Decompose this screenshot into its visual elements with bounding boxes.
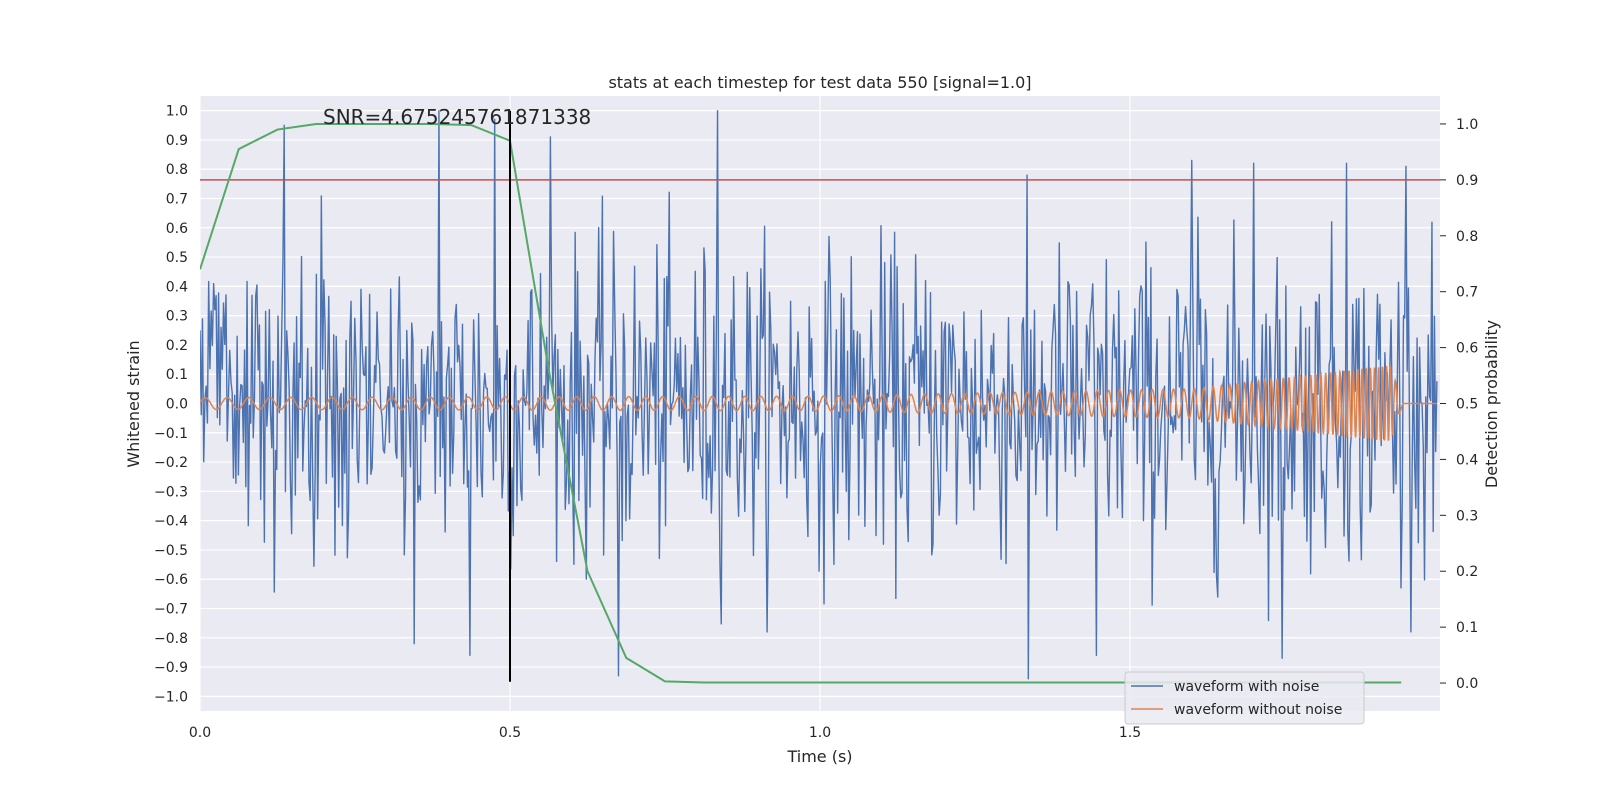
y2-tick-label: 0.1	[1456, 620, 1478, 636]
y-tick-label: −0.9	[154, 660, 188, 676]
y-tick-label: 0.7	[166, 192, 188, 208]
y-tick-label: 0.3	[166, 309, 188, 325]
y2-tick-label: 0.6	[1456, 341, 1478, 357]
y2-tick-label: 1.0	[1456, 117, 1478, 133]
y-tick-label: −0.7	[154, 602, 188, 618]
y-axis-label: Whitened strain	[124, 340, 143, 467]
y-tick-label: −0.6	[154, 572, 188, 588]
series-waveform-without-noise	[200, 365, 1437, 441]
legend: waveform with noise waveform without noi…	[1124, 671, 1365, 725]
legend-label-clean: waveform without noise	[1174, 702, 1342, 718]
y-tick-label: 1.0	[166, 104, 188, 120]
x-tick-label: 0.0	[189, 725, 211, 741]
y-tick-label: 0.6	[166, 221, 188, 237]
x-tick-label: 0.5	[499, 725, 521, 741]
y-tick-label: −0.3	[154, 484, 188, 500]
y-tick-label: −0.2	[154, 455, 188, 471]
x-tick-label: 1.5	[1119, 725, 1141, 741]
y-tick-label: −0.8	[154, 631, 188, 647]
y-tick-label: −0.1	[154, 426, 188, 442]
y2-tick-label: 0.5	[1456, 397, 1478, 413]
tick-labels: 0.0 0.5 1.0 1.5 1.0 0.9 0.8 0.7 0.6 0.5 0.4 0.3 0.2 0…	[154, 104, 1478, 741]
x-tick-label: 1.0	[809, 725, 831, 741]
chart-title: stats at each timestep for test data 550…	[608, 73, 1031, 92]
y-tick-label: 0.1	[166, 367, 188, 383]
y2-tick-label: 0.2	[1456, 564, 1478, 580]
legend-box	[1124, 671, 1365, 725]
y-tick-label: 0.4	[166, 279, 188, 295]
legend-label-noise: waveform with noise	[1174, 679, 1319, 695]
y-tick-label: 0.9	[166, 133, 188, 149]
y2-tick-label: 0.3	[1456, 508, 1478, 524]
x-axis-label: Time (s)	[786, 747, 852, 766]
series-waveform-with-noise	[200, 109, 1438, 680]
y2-tick-label: 0.7	[1456, 285, 1478, 301]
y2-tick-label: 0.0	[1456, 676, 1478, 692]
y-tick-label: −0.4	[154, 514, 188, 530]
y2-tick-label: 0.8	[1456, 229, 1478, 245]
y-tick-label: −1.0	[154, 689, 188, 705]
y2-tick-label: 0.9	[1456, 173, 1478, 189]
y-tick-label: 0.2	[166, 338, 188, 354]
y-tick-label: 0.8	[166, 162, 188, 178]
y-tick-label: −0.5	[154, 543, 188, 559]
y2-axis-label: Detection probability	[1482, 320, 1501, 488]
snr-annotation: SNR=4.675245761871338	[323, 105, 591, 129]
y-tick-label: 0.5	[166, 250, 188, 266]
y2-tick-label: 0.4	[1456, 452, 1478, 468]
y-tick-label: 0.0	[166, 397, 188, 413]
